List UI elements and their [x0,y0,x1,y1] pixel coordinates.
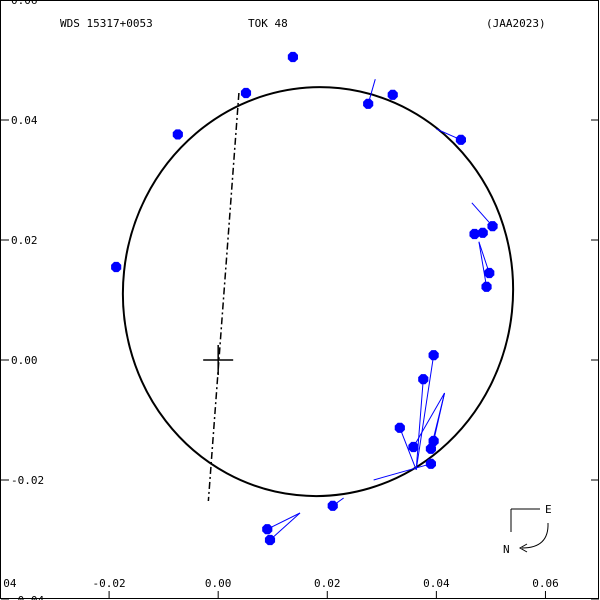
y-tick-label: -0.02 [11,474,44,487]
x-tick-label: 0.00 [205,577,232,590]
observation-point [487,221,498,232]
y-tick-label: 0.06 [11,0,38,7]
compass-rotation-arrow [521,522,549,549]
residual-line [269,512,301,541]
residual-line [413,392,445,448]
orbit-layer [121,86,515,502]
x-tick-label: 0.02 [314,577,341,590]
y-tick-label: 0.04 [11,114,38,127]
residual-line [471,202,493,227]
observation-point [484,267,495,279]
observation-point [264,534,276,546]
residual-line [399,427,417,470]
compass-east-label: E [545,503,552,516]
observation-point [363,98,374,109]
observation-point [387,89,398,100]
observation-point [428,350,439,361]
orbit-ellipse [121,86,515,498]
observation-point [469,228,480,240]
residual-line [478,241,488,287]
observation-point [428,435,439,447]
x-tick-label: -0.02 [93,577,126,590]
y-tick-label: 0.00 [11,354,38,367]
header-star-id: WDS 15317+0053 [60,17,153,30]
observation-point [394,422,405,433]
x-tick-label: 0.04 [423,577,450,590]
residual-line [415,355,435,470]
compass: E N [503,503,552,556]
compass-arrow-head [518,543,528,553]
observation-layer [111,51,498,546]
y-tick-label: 0.02 [11,234,38,247]
header-discoverer: TOK 48 [248,17,288,30]
x-tick-label: 0.06 [532,577,559,590]
header-reference: (JAA2023) [486,17,546,30]
residual-line [478,241,490,274]
compass-north-label: N [503,543,510,556]
observation-point [240,87,252,99]
observation-point [327,500,338,511]
observation-point [425,458,436,469]
observation-point [418,374,429,385]
observation-point [262,524,273,535]
residual-line [267,512,301,530]
residual-line [373,463,432,481]
residual-line [415,379,424,470]
observation-point [477,227,488,238]
observation-point [111,261,122,273]
y-tick-label: -0.04 [11,594,44,600]
observation-point [172,129,183,140]
x-tick-label: -0.04 [0,577,17,590]
residual-layer [267,79,493,541]
observation-point [408,441,419,453]
observation-point [455,134,466,145]
line-of-nodes [207,92,240,502]
observation-point [287,51,298,63]
observation-point [425,443,436,454]
observation-point [481,281,492,292]
